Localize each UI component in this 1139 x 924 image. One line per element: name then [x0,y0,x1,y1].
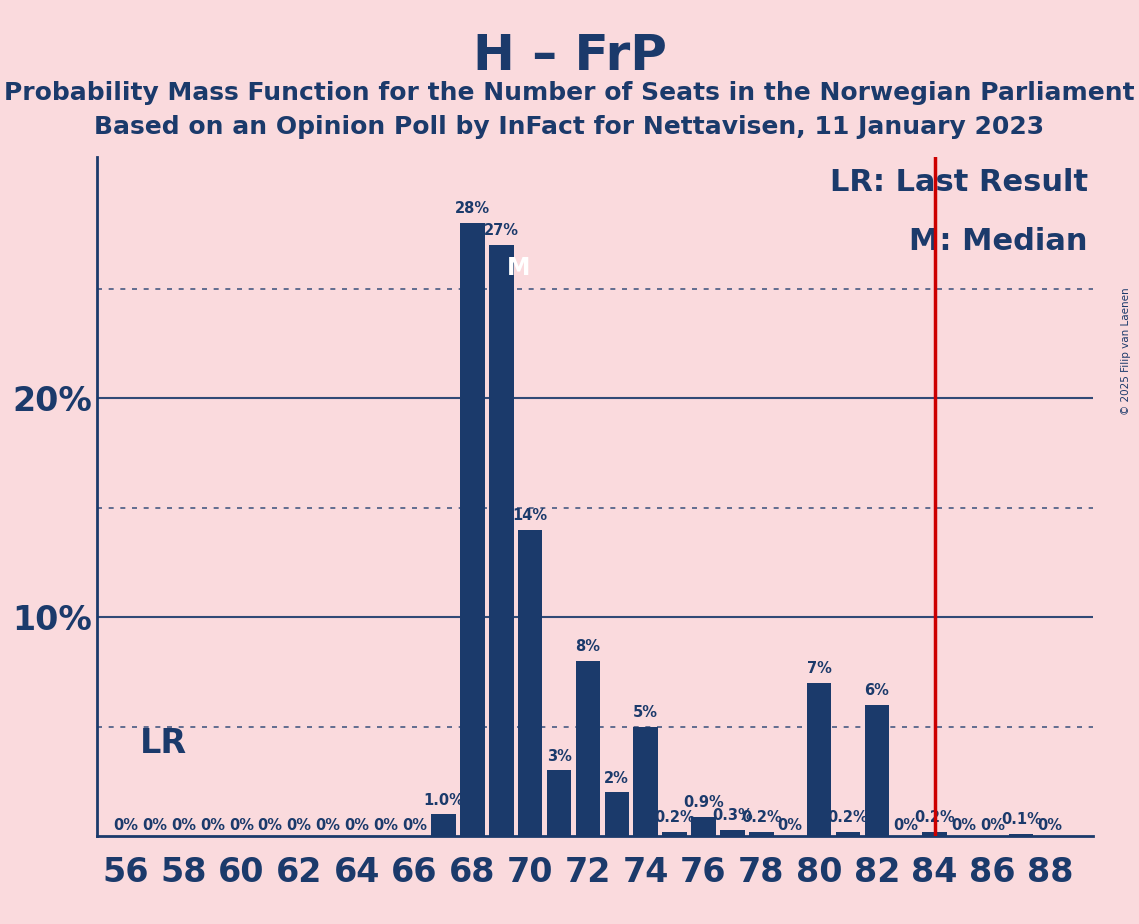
Text: 27%: 27% [484,223,518,238]
Bar [432,814,456,836]
Text: 2%: 2% [605,771,629,785]
Text: 0%: 0% [951,818,976,833]
Text: 0.2%: 0.2% [654,810,695,825]
Bar [1009,834,1033,836]
Text: 0%: 0% [171,818,196,833]
Bar [923,832,947,836]
Text: 0.2%: 0.2% [828,810,868,825]
Text: 0%: 0% [778,818,803,833]
Text: 0%: 0% [287,818,312,833]
Text: 1.0%: 1.0% [423,793,464,808]
Bar [865,705,890,836]
Text: 0.3%: 0.3% [712,808,753,823]
Text: LR: Last Result: LR: Last Result [829,168,1088,197]
Text: 28%: 28% [454,201,490,216]
Text: 6%: 6% [865,683,890,699]
Bar [806,683,831,836]
Text: 0%: 0% [199,818,224,833]
Text: 0%: 0% [344,818,369,833]
Text: LR: LR [140,726,187,760]
Text: 0%: 0% [142,818,167,833]
Bar [691,817,715,836]
Text: M: M [507,256,531,280]
Text: 0%: 0% [113,818,138,833]
Text: H – FrP: H – FrP [473,32,666,80]
Text: 0%: 0% [229,818,254,833]
Bar [575,661,600,836]
Text: 14%: 14% [513,508,548,523]
Bar [605,793,629,836]
Text: Based on an Opinion Poll by InFact for Nettavisen, 11 January 2023: Based on an Opinion Poll by InFact for N… [95,115,1044,139]
Text: 0.1%: 0.1% [1001,812,1042,828]
Bar [547,771,572,836]
Bar [633,726,658,836]
Text: 7%: 7% [806,662,831,676]
Text: 0%: 0% [257,818,282,833]
Text: 0%: 0% [893,818,918,833]
Bar [518,529,542,836]
Text: 0%: 0% [316,818,341,833]
Text: 8%: 8% [575,639,600,654]
Bar [836,832,860,836]
Bar [749,832,773,836]
Bar [662,832,687,836]
Text: M: Median: M: Median [909,227,1088,256]
Text: 0.2%: 0.2% [740,810,781,825]
Text: 0.2%: 0.2% [915,810,954,825]
Text: 5%: 5% [633,705,658,720]
Bar [720,830,745,836]
Bar [460,223,484,836]
Bar [489,245,514,836]
Text: 0.9%: 0.9% [683,795,723,810]
Text: 0%: 0% [1038,818,1063,833]
Text: 0%: 0% [374,818,399,833]
Text: 0%: 0% [980,818,1005,833]
Text: © 2025 Filip van Laenen: © 2025 Filip van Laenen [1121,287,1131,415]
Text: 0%: 0% [402,818,427,833]
Text: 3%: 3% [547,749,572,764]
Text: Probability Mass Function for the Number of Seats in the Norwegian Parliament: Probability Mass Function for the Number… [5,81,1134,105]
